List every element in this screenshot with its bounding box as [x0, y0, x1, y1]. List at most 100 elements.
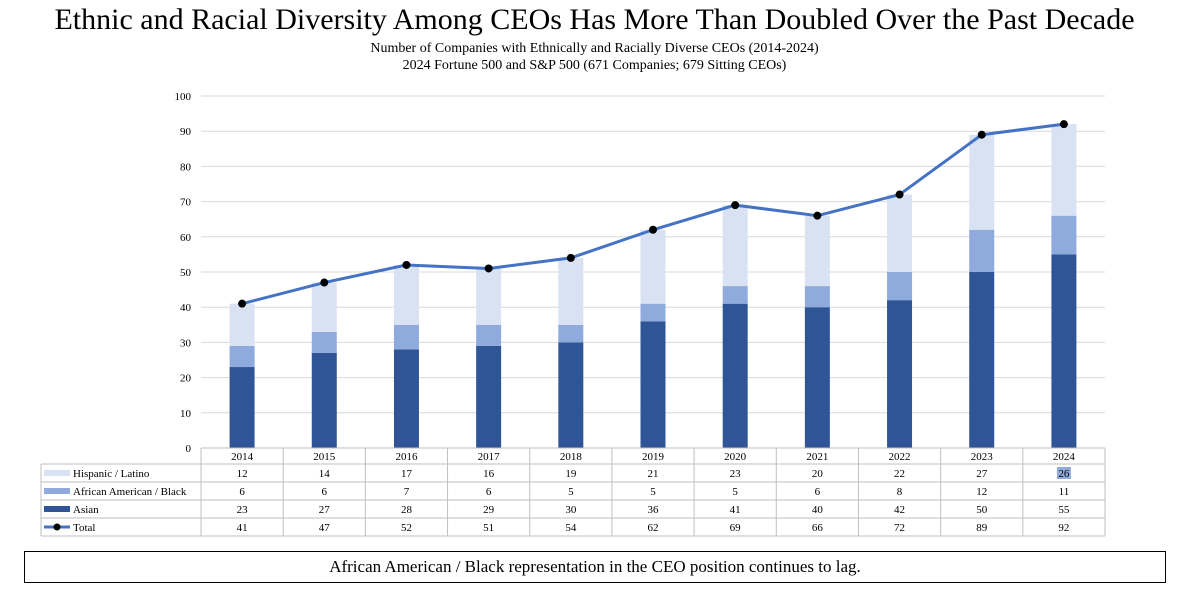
bar-asian-2018: [558, 342, 584, 448]
bar-hispanic-latino-2024: [1051, 124, 1077, 216]
bar-asian-2021: [804, 307, 830, 448]
legend-swatch-hispanic-latino: [44, 470, 70, 476]
table-value: 6: [239, 486, 245, 498]
total-marker-2015: [320, 278, 329, 287]
legend-label: Asian: [73, 504, 99, 516]
x-tick-label: 2020: [724, 451, 747, 463]
total-marker-2019: [649, 225, 657, 234]
y-tick-label: 10: [180, 408, 192, 420]
bar-african-american-black-2018: [558, 324, 584, 343]
bar-asian-2024: [1051, 254, 1077, 448]
chart-subtitle-2: 2024 Fortune 500 and S&P 500 (671 Compan…: [402, 58, 787, 73]
y-tick-label: 70: [180, 197, 192, 209]
bar-hispanic-latino-2019: [640, 229, 666, 304]
chart-subtitle: Number of Companies with Ethnically and …: [370, 41, 819, 56]
x-tick-label: 2024: [1053, 451, 1076, 463]
bar-asian-2017: [476, 345, 502, 448]
y-tick-label: 80: [180, 161, 192, 173]
table-value: 36: [648, 504, 660, 516]
table-value: 5: [568, 486, 574, 498]
x-tick-label: 2023: [971, 451, 994, 463]
bar-african-american-black-2023: [969, 229, 995, 272]
bar-asian-2019: [640, 321, 666, 448]
table-value: 14: [319, 468, 331, 480]
table-value: 12: [237, 468, 248, 480]
bar-hispanic-latino-2020: [722, 205, 748, 287]
footnote-box: African American / Black representation …: [24, 551, 1166, 583]
bar-hispanic-latino-2017: [476, 268, 502, 325]
bar-hispanic-latino-2021: [804, 215, 830, 287]
table-value: 54: [565, 522, 577, 534]
legend-label: Total: [73, 522, 95, 534]
table-value: 8: [897, 486, 903, 498]
y-tick-label: 100: [175, 91, 192, 103]
table-value: 47: [319, 522, 331, 534]
x-tick-label: 2018: [560, 451, 583, 463]
bar-hispanic-latino-2015: [311, 282, 337, 332]
total-marker-2014: [238, 299, 247, 308]
table-value: 7: [404, 486, 410, 498]
table-value: 29: [483, 504, 495, 516]
total-marker-2021: [813, 211, 822, 220]
table-value: 6: [815, 486, 821, 498]
table-value: 92: [1058, 522, 1069, 534]
bar-hispanic-latino-2018: [558, 257, 584, 325]
total-marker-2024: [1059, 120, 1068, 129]
table-value: 19: [565, 468, 577, 480]
table-value: 22: [894, 468, 905, 480]
table-value: 12: [976, 486, 987, 498]
table-value: 72: [894, 522, 905, 534]
table-value: 55: [1058, 504, 1070, 516]
bar-african-american-black-2020: [722, 286, 748, 304]
x-tick-label: 2022: [889, 451, 911, 463]
table-value: 16: [483, 468, 495, 480]
bar-african-american-black-2019: [640, 303, 666, 322]
table-value: 6: [322, 486, 328, 498]
bar-african-american-black-2022: [887, 272, 913, 301]
total-marker-2023: [977, 130, 986, 139]
x-tick-label: 2017: [478, 451, 501, 463]
bar-asian-2014: [229, 367, 255, 448]
x-tick-label: 2015: [313, 451, 336, 463]
table-value: 69: [730, 522, 742, 534]
table-value: 20: [812, 468, 824, 480]
table-value: 50: [976, 504, 988, 516]
y-tick-label: 40: [180, 302, 192, 314]
table-value: 66: [812, 522, 824, 534]
total-marker-2017: [484, 264, 493, 273]
legend-swatch-asian: [44, 506, 70, 512]
x-tick-label: 2019: [642, 451, 665, 463]
highlight-cell: [1056, 467, 1071, 479]
x-tick-label: 2014: [231, 451, 254, 463]
table-value: 5: [650, 486, 656, 498]
table-value: 51: [483, 522, 494, 534]
table-value: 30: [565, 504, 577, 516]
bar-african-american-black-2024: [1051, 215, 1077, 255]
bar-hispanic-latino-2022: [887, 194, 913, 272]
bar-asian-2022: [887, 300, 913, 448]
table-value: 27: [976, 468, 988, 480]
table-value: 5: [732, 486, 738, 498]
table-value: 23: [730, 468, 742, 480]
bar-african-american-black-2021: [804, 286, 830, 308]
table-value: 17: [401, 468, 413, 480]
table-value: 41: [237, 522, 248, 534]
bar-african-american-black-2014: [229, 345, 255, 368]
bar-african-american-black-2016: [393, 324, 419, 350]
table-value: 26: [1058, 468, 1070, 480]
bar-african-american-black-2015: [311, 331, 337, 353]
table-value: 89: [976, 522, 988, 534]
total-marker-2020: [731, 201, 740, 210]
bar-asian-2020: [722, 303, 748, 448]
total-marker-2016: [402, 260, 411, 269]
table-value: 40: [812, 504, 824, 516]
bar-asian-2016: [393, 349, 419, 448]
bar-hispanic-latino-2023: [969, 134, 995, 230]
table-value: 11: [1059, 486, 1070, 498]
y-tick-label: 60: [180, 232, 192, 244]
x-tick-label: 2021: [806, 451, 828, 463]
bar-hispanic-latino-2016: [393, 264, 419, 325]
total-marker-2018: [566, 253, 575, 262]
bar-asian-2015: [311, 352, 337, 448]
